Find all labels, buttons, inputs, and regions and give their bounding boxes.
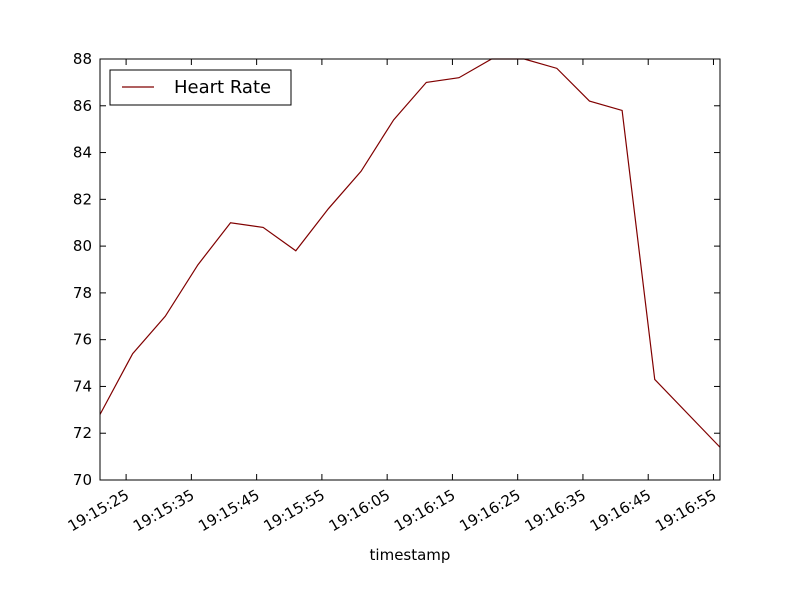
y-tick-label: 80 bbox=[73, 237, 92, 255]
plot-frame bbox=[99, 58, 721, 481]
y-tick-label: 72 bbox=[73, 424, 92, 442]
y-tick-label: 70 bbox=[73, 471, 92, 489]
line bbox=[99, 58, 721, 448]
y-tick-label: 82 bbox=[73, 190, 92, 208]
y-tick-label: 78 bbox=[73, 284, 92, 302]
y-tick-label: 74 bbox=[73, 377, 92, 395]
x-axis-label: timestamp bbox=[370, 546, 451, 564]
y-tick-label: 84 bbox=[73, 144, 92, 162]
y-tick-label: 86 bbox=[73, 97, 92, 115]
y-tick-label: 88 bbox=[73, 50, 92, 68]
y-tick-label: 76 bbox=[73, 331, 92, 349]
legend-label: Heart Rate bbox=[174, 77, 271, 98]
